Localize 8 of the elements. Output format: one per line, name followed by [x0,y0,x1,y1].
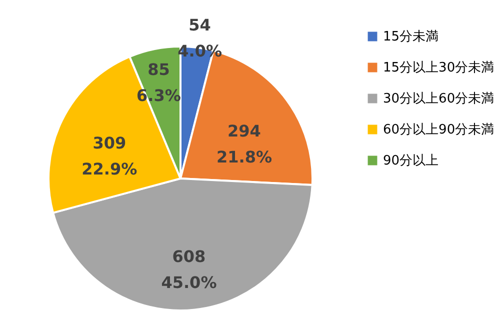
legend-label: 15分未満 [383,30,439,44]
data-label: 608 45.0% [161,247,217,292]
legend-label: 15分以上30分未満 [383,60,494,76]
data-label: 294 21.8% [216,122,272,166]
data-label: 309 22.9% [82,134,138,179]
legend-label: 60分以上90分未満 [383,122,494,138]
legend-label: 90分以上 [383,154,439,168]
legend-label: 30分以上60分未満 [383,92,494,106]
